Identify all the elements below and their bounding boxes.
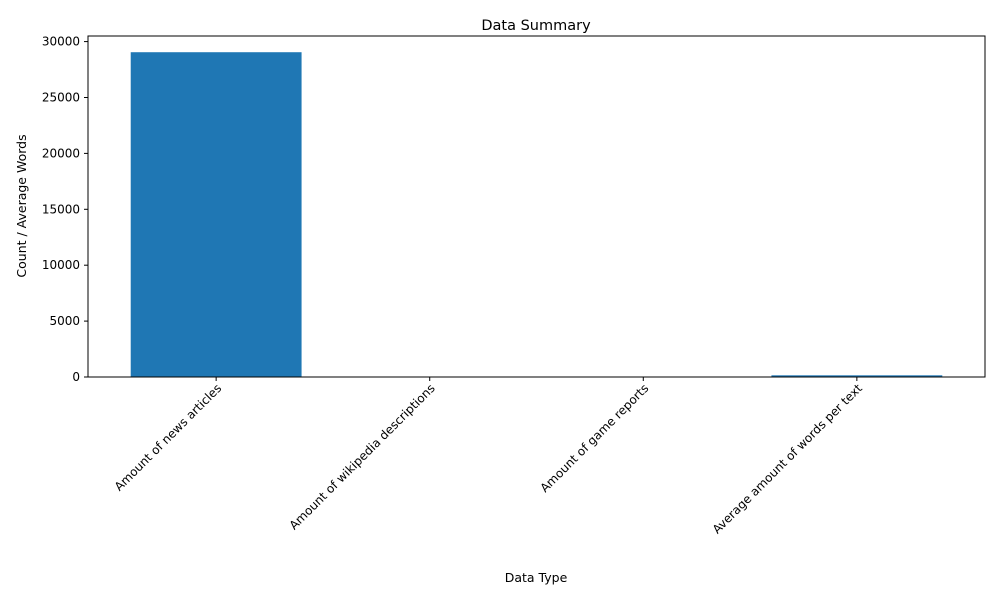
- y-tick-label-3: 15000: [42, 202, 80, 216]
- y-tick-label-0: 0: [72, 370, 80, 384]
- y-tick-label-2: 10000: [42, 258, 80, 272]
- y-tick-label-1: 5000: [49, 314, 80, 328]
- bars-group: [130, 52, 943, 378]
- x-tick-label-2: Amount of wikipedia descriptions: [287, 381, 438, 532]
- x-tick-label-4: Average amount of words per text: [710, 381, 865, 536]
- x-axis: Amount of news articles Amount of wikiped…: [112, 377, 865, 536]
- bar-1: [130, 52, 302, 378]
- x-axis-label: Data Type: [505, 570, 568, 585]
- y-tick-label-5: 25000: [42, 90, 80, 104]
- plot-frame: [87, 35, 986, 378]
- y-axis: 0 5000 10000 15000 20000 25000 30000: [42, 35, 88, 384]
- bar-4: [771, 375, 943, 377]
- x-tick-label-1: Amount of news articles: [112, 381, 225, 494]
- chart-title: Data Summary: [481, 18, 591, 34]
- x-tick-label-3: Amount of game reports: [537, 381, 651, 495]
- y-tick-label-4: 20000: [42, 146, 80, 160]
- y-axis-label: Count / Average Words: [14, 134, 29, 277]
- y-tick-label-6: 30000: [42, 35, 80, 49]
